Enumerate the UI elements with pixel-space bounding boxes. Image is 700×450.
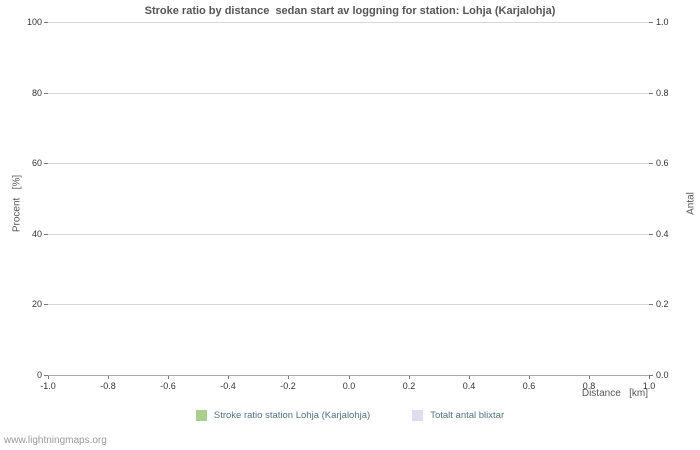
x-axis-tick (168, 376, 169, 379)
y-tick-label-right: 0.2 (656, 299, 669, 309)
y-axis-tick-left (44, 304, 48, 305)
y-axis-tick-left (44, 234, 48, 235)
x-tick-label: -0.8 (100, 381, 116, 391)
y-tick-label-left: 40 (31, 229, 42, 239)
x-tick-label: 0.2 (402, 381, 416, 391)
x-axis-tick (288, 376, 289, 379)
x-axis-tick (649, 376, 650, 379)
x-tick-label: 0.8 (582, 381, 596, 391)
legend-swatch-green (195, 410, 207, 421)
legend-label: Stroke ratio station Lohja (Karjalohja) (213, 410, 371, 421)
chart-title: Stroke ratio by distance sedan start av … (144, 5, 556, 17)
x-tick-label: 0.6 (522, 381, 536, 391)
x-tick-label: -0.2 (280, 381, 296, 391)
gridline (48, 93, 649, 94)
y-tick-label-right: 0.0 (656, 370, 669, 380)
legend-label: Totalt antal blixtar (430, 410, 505, 421)
gridline (48, 22, 649, 23)
legend: Stroke ratio station Lohja (Karjalohja) … (0, 410, 700, 421)
legend-item-total-strokes: Totalt antal blixtar (412, 410, 504, 421)
gridline (48, 234, 649, 235)
x-axis-label: Distance [km] (581, 388, 648, 399)
x-tick-label: -0.4 (220, 381, 236, 391)
y-axis-tick-left (44, 93, 48, 94)
y-tick-label-left: 0 (36, 370, 42, 380)
y-tick-label-left: 80 (31, 88, 42, 98)
x-axis-tick (349, 376, 350, 379)
x-tick-label: 0.0 (342, 381, 356, 391)
x-tick-label: -1.0 (40, 381, 56, 391)
x-axis-tick (48, 376, 49, 379)
y-axis-tick-left (44, 375, 48, 376)
x-tick-label: 0.4 (462, 381, 476, 391)
x-axis-tick (589, 376, 590, 379)
y-axis-tick-left (44, 163, 48, 164)
y-axis-tick-left (44, 22, 48, 23)
y-tick-label-right: 0.6 (656, 158, 669, 168)
legend-item-stroke-ratio: Stroke ratio station Lohja (Karjalohja) (195, 410, 371, 421)
x-tick-label: 1.0 (642, 381, 656, 391)
x-axis-tick (409, 376, 410, 379)
y-axis-tick-right (649, 93, 653, 94)
legend-swatch-lavender (412, 410, 424, 421)
gridline (48, 304, 649, 305)
y-axis-tick-right (649, 304, 653, 305)
x-axis-tick (108, 376, 109, 379)
x-axis-tick (529, 376, 530, 379)
gridline (48, 375, 649, 376)
y-tick-label-right: 0.4 (656, 229, 669, 239)
gridline (48, 163, 649, 164)
y-tick-label-left: 100 (26, 17, 42, 27)
y-tick-label-right: 1.0 (656, 17, 669, 27)
y-tick-label-right: 0.8 (656, 88, 669, 98)
x-axis-tick (228, 376, 229, 379)
y-axis-tick-right (649, 234, 653, 235)
y-axis-tick-right (649, 22, 653, 23)
y-tick-label-left: 20 (31, 299, 42, 309)
y-axis-tick-right (649, 375, 653, 376)
y-axis-label-right: Antal (685, 192, 697, 215)
y-tick-label-left: 60 (31, 158, 42, 168)
x-tick-label: -0.6 (160, 381, 176, 391)
x-axis-tick (469, 376, 470, 379)
y-axis-tick-right (649, 163, 653, 164)
watermark-text: www.lightningmaps.org (4, 435, 107, 446)
